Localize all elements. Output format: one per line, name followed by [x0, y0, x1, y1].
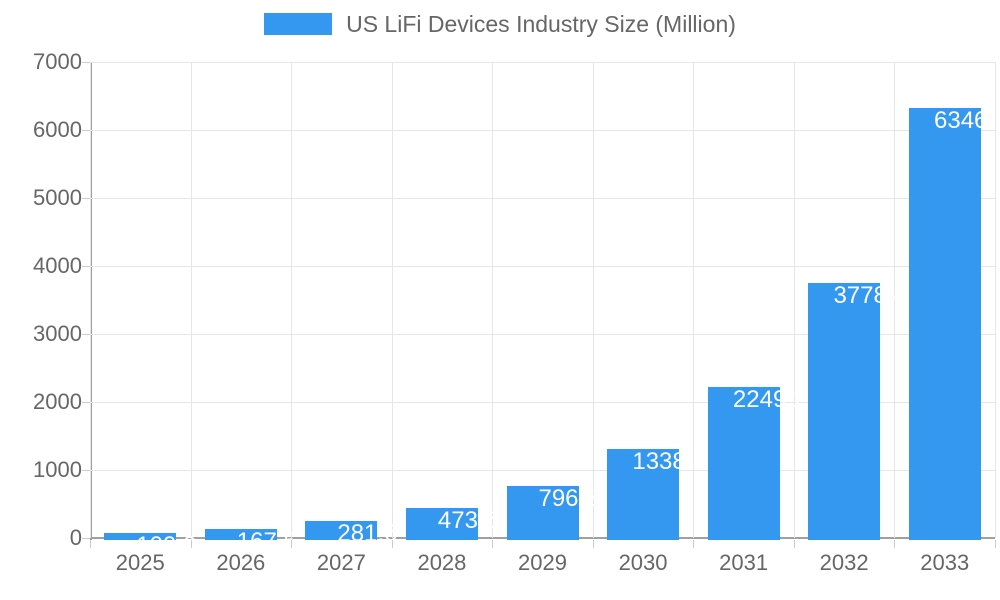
- gridline-vertical: [291, 62, 292, 538]
- x-axis-tick-label: 2027: [316, 550, 366, 575]
- y-axis-tick-label: 4000: [33, 253, 82, 278]
- bar[interactable]: [506, 485, 579, 540]
- bar[interactable]: [305, 520, 378, 540]
- gridline-horizontal: [90, 402, 995, 403]
- y-axis-tick-label: 2000: [33, 389, 82, 414]
- gridline-vertical: [492, 62, 493, 538]
- y-axis-tick-mark: [82, 402, 90, 403]
- x-axis-tick-label: 2026: [216, 550, 266, 575]
- x-axis-tick-mark: [90, 540, 91, 548]
- y-axis-tick-mark: [82, 62, 90, 63]
- bar[interactable]: [607, 448, 680, 540]
- x-axis-tick-label: 2029: [518, 550, 567, 575]
- bar[interactable]: [405, 507, 478, 540]
- gridline-horizontal: [90, 334, 995, 335]
- x-axis-tick-mark: [593, 540, 594, 548]
- x-axis-tick-mark: [492, 540, 493, 548]
- bar[interactable]: [707, 387, 780, 540]
- x-axis-tick-mark: [894, 540, 895, 548]
- bar-value-label: 167.5: [237, 529, 297, 540]
- y-axis-tick-mark: [82, 130, 90, 131]
- gridline-horizontal: [90, 266, 995, 267]
- bar[interactable]: [908, 108, 981, 540]
- gridline-vertical: [693, 62, 694, 538]
- x-axis-tick-label: 2030: [618, 550, 668, 575]
- bar-value-label: 473.6: [437, 506, 498, 534]
- x-axis-tick-label: 2031: [719, 550, 769, 575]
- bar-value-label: 2249.2: [732, 386, 807, 414]
- gridline-vertical: [90, 62, 91, 538]
- y-axis-tick-mark: [82, 538, 90, 539]
- x-axis-tick-mark: [794, 540, 795, 548]
- gridline-horizontal: [90, 470, 995, 471]
- x-axis-tick-mark: [392, 540, 393, 548]
- gridline-vertical: [593, 62, 594, 538]
- bar-value-label: 3778.4: [833, 282, 907, 310]
- gridline-horizontal: [90, 62, 995, 63]
- y-axis-tick-label: 3000: [33, 321, 82, 346]
- y-axis-line: [90, 62, 92, 540]
- bar-value-label: 100.0: [136, 534, 196, 540]
- x-axis-tick-mark: [693, 540, 694, 548]
- y-axis-tick-label: 0: [69, 525, 82, 550]
- x-axis-tick-mark: [191, 540, 192, 548]
- bar-value-label: 796.8: [538, 484, 599, 512]
- x-axis-tick-label: 2028: [417, 550, 467, 575]
- y-axis-tick-mark: [82, 470, 90, 471]
- gridline-vertical: [191, 62, 192, 538]
- plot-area: 100.0 167.5 281.6 473.6 796.8 1338.5 2249.2 377…: [90, 62, 996, 540]
- chart-legend: US LiFi Devices Industry Size (Million): [0, 0, 1000, 48]
- x-axis-tick-label: 2032: [819, 550, 869, 575]
- gridline-vertical: [894, 62, 895, 538]
- y-axis-tick-mark: [82, 334, 90, 335]
- y-axis-tick-label: 5000: [33, 185, 82, 210]
- y-axis-tick-mark: [82, 266, 90, 267]
- legend-color-swatch: [264, 13, 333, 35]
- y-axis-tick-mark: [82, 198, 90, 199]
- bar[interactable]: [104, 533, 177, 540]
- bar[interactable]: [204, 528, 277, 540]
- x-axis-tick-label: 2033: [920, 550, 970, 575]
- bar-layer: 100.0 167.5 281.6 473.6 796.8 1338.5 2249.2 377…: [90, 62, 995, 540]
- gridline-vertical: [794, 62, 795, 538]
- x-axis-tick-mark: [995, 540, 996, 548]
- gridline-vertical: [392, 62, 393, 538]
- x-axis-tick-mark: [291, 540, 292, 548]
- y-axis-tick-label: 6000: [33, 117, 82, 142]
- x-axis-tick-label: 2025: [115, 550, 165, 575]
- gridline-vertical: [995, 62, 996, 538]
- y-axis-tick-label: 7000: [33, 49, 82, 74]
- bar-value-label: 6346.2: [934, 107, 995, 135]
- gridline-horizontal: [90, 198, 995, 199]
- bar-value-label: 1338.5: [632, 447, 706, 475]
- legend-label: US LiFi Devices Industry Size (Million): [346, 10, 736, 37]
- y-axis-tick-label: 1000: [33, 457, 82, 482]
- legend-entry-us-lifi-devices-industry-size[interactable]: US LiFi Devices Industry Size (Million): [264, 10, 736, 37]
- bar-value-label: 281.6: [337, 519, 398, 540]
- bar[interactable]: [808, 283, 881, 540]
- gridline-horizontal: [90, 130, 995, 131]
